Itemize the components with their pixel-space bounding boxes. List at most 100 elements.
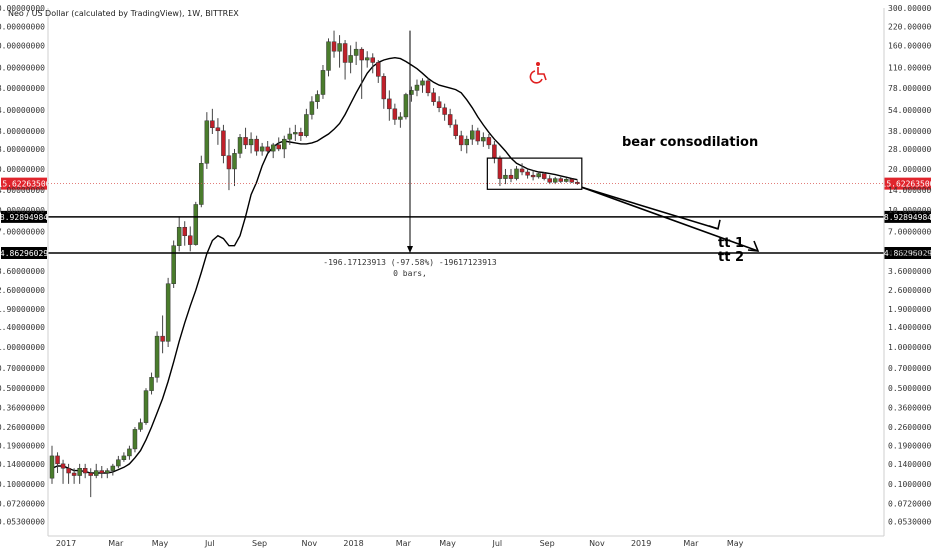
candle-up [77, 468, 82, 476]
level-label-right: 4.86296029 [884, 249, 932, 258]
candle-up [110, 465, 116, 471]
y-tick-label-left: 14.00000000 [0, 186, 45, 195]
candle-down [342, 43, 348, 63]
y-tick-label-left: 110.00000000 [0, 64, 45, 73]
y-tick-label-left: 0.07200000 [0, 499, 45, 508]
y-tick-label-left: 160.00000000 [0, 41, 45, 50]
measure-label-line2: 0 bars, [393, 269, 427, 278]
y-tick-label-left: 1.00000000 [0, 343, 45, 352]
x-tick-label: Mar [396, 539, 412, 548]
x-tick-label: Jul [204, 539, 215, 548]
y-tick-label-left: 0.05300000 [0, 518, 45, 527]
level-label-box-right [884, 246, 931, 259]
annotations-layer [407, 30, 760, 253]
x-tick-label: Sep [540, 539, 555, 548]
candle-down [370, 57, 375, 63]
y-tick-label-right: 7.00000000 [888, 227, 932, 236]
y-tick-label-right: 1.40000000 [888, 323, 932, 332]
y-tick-label-left: 20.00000000 [0, 165, 45, 174]
candle-down [558, 178, 564, 182]
candle-down [55, 455, 60, 465]
y-tick-label-left: 3.60000000 [0, 267, 45, 276]
candle-down [265, 146, 270, 152]
candle-up [237, 137, 243, 154]
y-tick-label-left: 7.00000000 [0, 227, 45, 236]
candle-up [348, 55, 353, 63]
y-tick-label-left: 10.00000000 [0, 206, 45, 215]
y-tick-label-left: 0.26000000 [0, 423, 45, 432]
level-label-box-right [884, 210, 931, 223]
y-tick-label-left: 0.70000000 [0, 364, 45, 373]
candle-up [282, 138, 287, 150]
candle-up [259, 146, 265, 152]
level-label-left: 4.86296029 [0, 249, 48, 258]
y-tick-label-left: 0.14000000 [0, 460, 45, 469]
measure-label-line1: -196.17123913 (-97.58%) -19617123913 [323, 258, 497, 267]
wheelchair-icon-body [537, 67, 547, 81]
y-tick-label-left: 300.00000000 [0, 4, 45, 13]
candle-up [193, 204, 199, 245]
candle-up [165, 283, 171, 342]
y-tick-label-left: 1.40000000 [0, 323, 45, 332]
candle-up [326, 41, 331, 71]
y-tick-label-right: 0.50000000 [888, 384, 932, 393]
annotation-bear-consolidation: bear consodilation [622, 135, 758, 150]
candle-down [60, 463, 66, 469]
measure-arrow-head [407, 245, 413, 253]
candle-down [188, 235, 193, 245]
chart-title: Neo / US Dollar (calculated by TradingVi… [8, 9, 239, 18]
projection-arrow-tt1 [581, 186, 719, 230]
level-label-right: 8.92894984 [884, 213, 932, 222]
projection-arrowhead-tt1 [708, 219, 721, 230]
candle-down [547, 178, 552, 183]
candle-down [492, 144, 497, 159]
candle-up [337, 43, 342, 52]
current-price-label-left: 15.62263500 [0, 180, 51, 189]
x-tick-label: Mar [108, 539, 124, 548]
levels-layer: 8.92894984 8.92894984 4.86296029 4.86296029… [0, 177, 932, 259]
candle-up [287, 133, 293, 140]
x-tick-label: Jul [492, 539, 503, 548]
candle-up [204, 120, 210, 164]
x-tick-label: 2018 [343, 539, 363, 548]
candle-up [154, 335, 160, 378]
candle-up [132, 429, 138, 450]
candle-up [93, 470, 99, 476]
y-tick-label-right: 4.86296029 [888, 249, 932, 258]
candle-down [160, 335, 165, 342]
level-label-box-left [1, 246, 47, 259]
candle-up [420, 80, 425, 86]
x-tick-label: May [727, 539, 744, 548]
candle-up [364, 57, 370, 61]
candle-down [331, 41, 337, 52]
current-price-label-right: 15.62263500 [882, 180, 932, 189]
candle-down [99, 470, 105, 474]
x-tick-label: May [152, 539, 169, 548]
candle-down [575, 181, 580, 184]
axes-layer: 300.00000000 300.00000000 220.00000000 220.… [0, 4, 932, 548]
y-tick-label-right: 0.14000000 [888, 460, 932, 469]
candle-down [458, 135, 464, 146]
candle-down [475, 130, 481, 142]
projection-arrow-tt2 [581, 186, 759, 252]
y-tick-label-right: 78.00000000 [888, 84, 932, 93]
annotation-tt1: tt 1 [718, 236, 744, 251]
candle-down [359, 48, 364, 61]
candle-up [315, 94, 320, 102]
candle-down [71, 472, 77, 476]
y-tick-label-right: 0.07200000 [888, 499, 932, 508]
y-tick-label-right: 2.60000000 [888, 286, 932, 295]
y-tick-label-left: 1.90000000 [0, 305, 45, 314]
candle-down [82, 468, 88, 474]
x-tick-label: May [439, 539, 456, 548]
candle-up [248, 138, 254, 146]
candle-down [210, 120, 215, 129]
level-label-box-left [1, 210, 47, 223]
candles-layer [49, 30, 580, 498]
y-tick-label-right: 160.00000000 [888, 41, 932, 50]
candle-down [508, 174, 514, 179]
candle-up [49, 455, 55, 479]
y-tick-label-right: 14.00000000 [888, 186, 932, 195]
